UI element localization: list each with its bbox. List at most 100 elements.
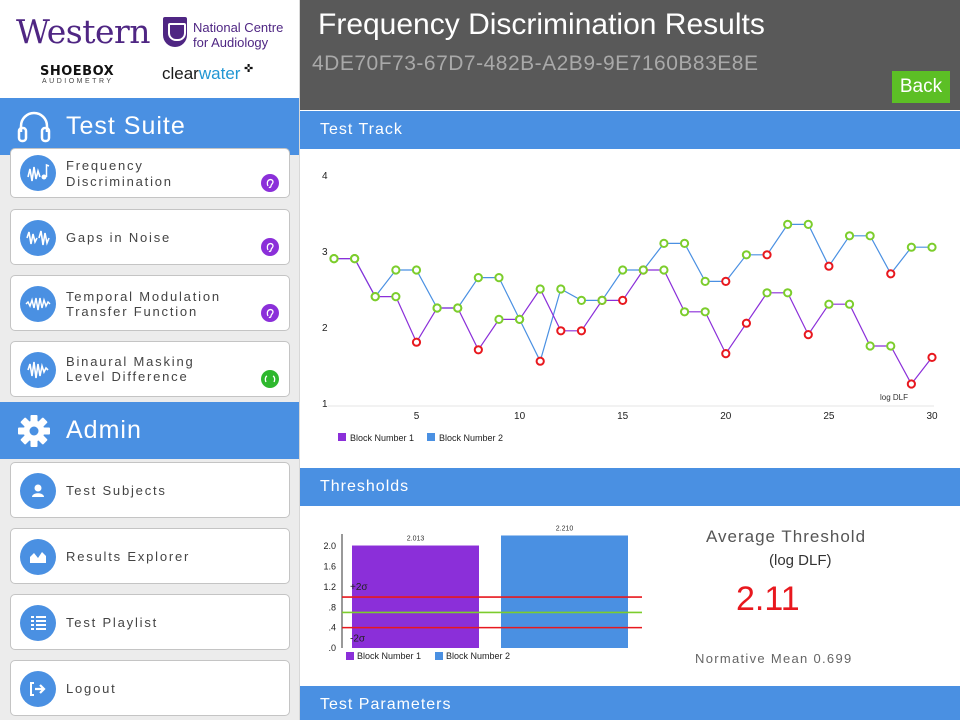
data-point	[556, 326, 566, 336]
data-point	[927, 242, 937, 252]
threshold-bar	[501, 535, 628, 648]
data-point	[783, 288, 793, 298]
western-crest-icon	[163, 17, 187, 47]
logo-area: Western National Centre for Audiology SH…	[0, 0, 299, 98]
data-point	[762, 250, 772, 260]
data-point	[597, 295, 607, 305]
data-point	[824, 261, 834, 271]
admin-item-test-subjects[interactable]: Test Subjects	[10, 462, 290, 518]
x-tick-label: 15	[617, 411, 629, 422]
data-point	[865, 231, 875, 241]
frequency-tone-icon	[20, 155, 56, 191]
admin-item-results-explorer[interactable]: Results Explorer	[10, 528, 290, 584]
data-point	[494, 273, 504, 283]
test-card-frequency-discrimination[interactable]: Frequency Discrimination	[10, 148, 290, 198]
admin-item-logout[interactable]: Logout	[10, 660, 290, 716]
x-tick-label: 10	[514, 411, 526, 422]
test-suite-title: Test Suite	[66, 112, 186, 140]
data-point	[721, 349, 731, 359]
admin-item-test-playlist[interactable]: Test Playlist	[10, 594, 290, 650]
bar-value-label: 2.013	[407, 536, 425, 543]
data-point	[453, 303, 463, 313]
y-unit-label: log DLF	[880, 393, 908, 402]
data-point	[700, 276, 710, 286]
admin-item-label: Test Subjects	[66, 483, 167, 498]
thresholds-chart: .0 .4 .8 1.2 1.6 2.0 2.013 2.210 +2σ -2σ Block Num…	[323, 525, 642, 661]
data-point	[659, 265, 669, 275]
data-point	[844, 231, 855, 241]
x-tick-label: 30	[926, 411, 938, 422]
test-suite-header: Test Suite	[0, 98, 299, 155]
legend-swatch	[427, 433, 435, 441]
legend-swatch	[435, 652, 443, 660]
admin-item-label: Test Playlist	[66, 615, 159, 630]
data-point	[927, 352, 937, 362]
series-line-2	[334, 223, 932, 363]
data-point	[391, 265, 401, 275]
data-point	[432, 303, 442, 313]
back-button[interactable]: Back	[892, 71, 950, 103]
ncfa-logo: National Centre for Audiology	[193, 20, 298, 50]
sidebar: Western National Centre for Audiology SH…	[0, 0, 300, 720]
admin-header: Admin	[0, 402, 299, 459]
data-point	[865, 341, 875, 351]
shoebox-subtitle: AUDIOMETRY	[42, 78, 114, 85]
data-point	[473, 273, 483, 283]
clearwater-part-2: water	[198, 64, 241, 83]
data-point	[576, 295, 587, 305]
ear-icon	[261, 174, 279, 192]
test-card-binaural-masking[interactable]: Binaural Masking Level Difference	[10, 341, 290, 397]
data-point	[886, 341, 896, 351]
bar-value-label: 2.210	[556, 525, 574, 532]
data-point	[329, 254, 339, 264]
western-logo: Western	[16, 12, 151, 51]
data-point	[762, 288, 772, 298]
reference-label: +2σ	[350, 582, 368, 593]
data-point	[783, 219, 793, 230]
thresholds-panel: .0 .4 .8 1.2 1.6 2.0 2.013 2.210 +2σ -2σ Block Num…	[300, 506, 960, 686]
data-point	[473, 345, 483, 355]
gear-icon	[18, 415, 50, 447]
data-point	[741, 318, 752, 328]
admin-title: Admin	[66, 416, 142, 444]
test-track-title: Test Track	[320, 121, 403, 138]
test-label-line-2: Level Difference	[66, 369, 189, 384]
average-threshold-unit: (log DLF)	[769, 552, 832, 569]
data-point	[618, 265, 628, 275]
list-icon	[20, 605, 56, 641]
admin-item-label: Logout	[66, 681, 117, 696]
ear-icon	[261, 238, 279, 256]
data-point	[411, 337, 422, 347]
data-point	[638, 265, 648, 275]
masking-wave-icon	[20, 352, 56, 388]
logout-icon	[20, 671, 56, 707]
y-tick-label: .4	[328, 623, 336, 633]
series-line-1	[334, 257, 933, 386]
data-point	[514, 314, 525, 324]
y-tick-label: 2.0	[323, 541, 336, 551]
data-point	[391, 292, 401, 302]
legend-label: Block Number 1	[357, 651, 421, 661]
data-point	[886, 269, 896, 279]
ear-icon	[261, 304, 279, 322]
data-point	[679, 238, 690, 249]
x-tick-label: 20	[720, 411, 732, 422]
test-card-temporal-modulation[interactable]: Temporal Modulation Transfer Function	[10, 275, 290, 331]
normative-mean: Normative Mean 0.699	[695, 651, 853, 666]
data-point	[803, 330, 813, 340]
test-label-line-2: Transfer Function	[66, 304, 198, 319]
data-point	[721, 276, 731, 286]
person-icon	[20, 473, 56, 509]
area-chart-icon	[20, 539, 56, 575]
data-point	[350, 254, 360, 264]
test-parameters-title: Test Parameters	[320, 696, 452, 713]
data-point	[556, 284, 566, 294]
y-tick-label: 3	[322, 247, 328, 258]
page-title: Frequency Discrimination Results	[318, 8, 765, 41]
clearwater-logo: clearwater	[162, 64, 240, 84]
y-tick-label: .8	[328, 602, 336, 612]
data-point	[535, 356, 545, 366]
test-card-gaps-in-noise[interactable]: Gaps in Noise	[10, 209, 290, 265]
data-point	[906, 242, 916, 252]
